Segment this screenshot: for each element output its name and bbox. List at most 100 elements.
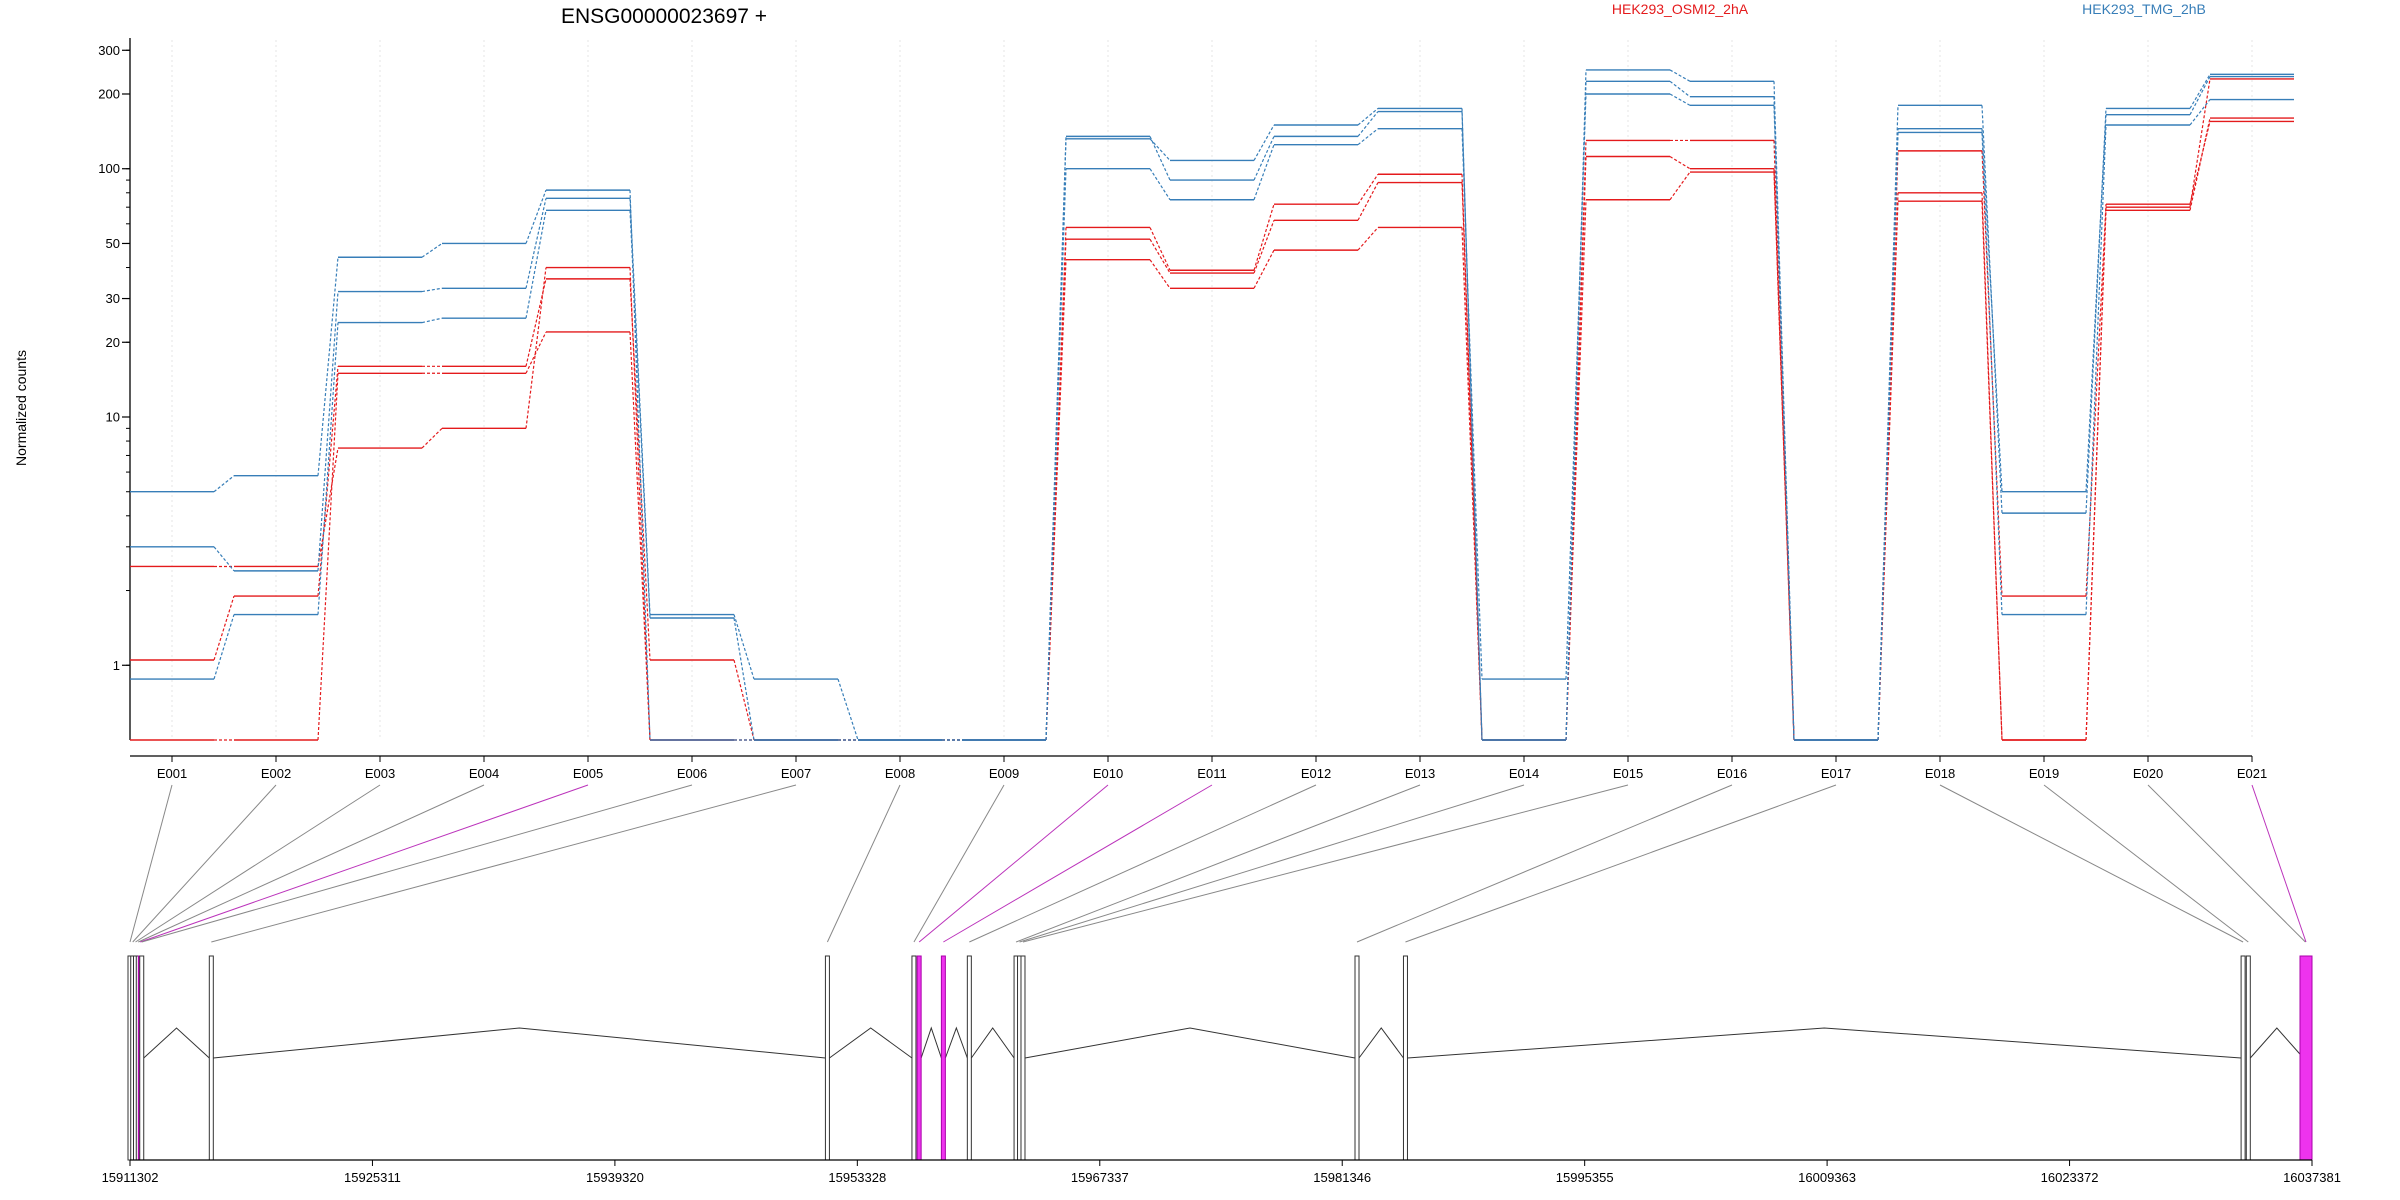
- series-connector: [1981, 132, 2003, 615]
- genomic-tick-label: 16023372: [2041, 1170, 2099, 1185]
- intron-line: [829, 1027, 913, 1059]
- series-connector: [1253, 136, 1275, 181]
- genomic-tick-label: 16037381: [2283, 1170, 2341, 1185]
- exon-box: [2245, 955, 2251, 1161]
- exon-connector: [1015, 784, 1421, 943]
- y-tick-label: 300: [98, 43, 120, 58]
- exon-box: [2240, 955, 2246, 1161]
- x-tick-label: E014: [1509, 766, 1539, 781]
- y-tick-label: 10: [106, 409, 120, 424]
- x-tick-label: E020: [2133, 766, 2163, 781]
- exon-connector: [211, 784, 797, 943]
- legend-series-osmi2: HEK293_OSMI2_2hA: [1612, 1, 1749, 17]
- series-lines: [130, 69, 2294, 741]
- exon-connector: [1405, 784, 1837, 943]
- series-connector: [1357, 173, 1379, 205]
- series-connector: [2085, 114, 2107, 492]
- genomic-tick-label: 15981346: [1313, 1170, 1371, 1185]
- intron-line: [1024, 1027, 1356, 1059]
- series-connector: [2189, 78, 2211, 208]
- series-connector: [421, 287, 443, 293]
- series-connector: [1461, 108, 1483, 741]
- exon-connector: [913, 784, 1005, 943]
- x-tick-label: E021: [2237, 766, 2267, 781]
- x-tick-label: E001: [157, 766, 187, 781]
- exon-connector: [943, 784, 1213, 943]
- series-connector: [837, 678, 859, 741]
- series-connector: [317, 373, 339, 741]
- exon-connector: [918, 784, 1109, 943]
- exon-box: [911, 955, 917, 1161]
- exon-connector: [826, 784, 901, 943]
- y-tick-label: 200: [98, 86, 120, 101]
- series-connector: [421, 242, 443, 258]
- intron-line: [1407, 1027, 2242, 1059]
- series-connector: [525, 198, 547, 289]
- intron-line: [970, 1027, 1015, 1059]
- intron-line: [920, 1026, 942, 1059]
- grid: [171, 40, 2253, 740]
- y-axis-label: Normalized counts: [13, 350, 29, 466]
- series-connector: [1149, 259, 1171, 289]
- series-connector: [213, 614, 235, 680]
- exon-connector: [1356, 784, 1733, 943]
- series-connector: [421, 317, 443, 324]
- series-connector: [1877, 105, 1899, 741]
- exon-connector: [2147, 784, 2306, 943]
- exon-connector: [1939, 784, 2244, 943]
- series-connector: [317, 291, 339, 571]
- exon-box: [1354, 955, 1360, 1161]
- exon-box: [2299, 955, 2313, 1161]
- x-axis: E001 E002 E003 E004 E005 E006 E007 E008 E009 E010…: [130, 755, 2267, 781]
- exon-connector: [1019, 784, 1525, 943]
- gene-model: [127, 955, 2313, 1161]
- series-connector: [317, 257, 339, 476]
- y-tick-label: 30: [106, 291, 120, 306]
- series-connector: [629, 331, 651, 741]
- series-connector: [1357, 107, 1379, 126]
- genomic-axis: 15911302 15925311 15939320 15953328 15967337…: [102, 1159, 2341, 1185]
- x-tick-label: E015: [1613, 766, 1643, 781]
- intron-line: [2249, 1027, 2304, 1059]
- exon-connector: [129, 784, 173, 943]
- exon-connector: [2043, 784, 2249, 943]
- exon-box: [1020, 955, 1026, 1161]
- exon-connector: [135, 784, 381, 943]
- intron-line: [944, 1026, 968, 1059]
- series-connector: [317, 322, 339, 615]
- series-connector: [213, 546, 235, 572]
- series-connector: [629, 267, 651, 741]
- exon-connector: [1022, 784, 1629, 943]
- series-connector: [2085, 204, 2107, 597]
- y-tick-label: 100: [98, 161, 120, 176]
- series-connector: [1253, 144, 1275, 200]
- series-connector: [1149, 238, 1171, 274]
- exon-box: [208, 955, 214, 1161]
- series-connector: [1565, 69, 1587, 741]
- series-connector: [317, 366, 339, 597]
- exon-box: [139, 955, 145, 1161]
- exon-connectors: [129, 784, 2307, 943]
- series-connector: [2085, 207, 2107, 741]
- x-tick-label: E009: [989, 766, 1019, 781]
- genomic-tick-label: 15925311: [344, 1170, 401, 1185]
- series-connector: [1149, 136, 1171, 181]
- series-connector: [1669, 69, 1691, 82]
- series-connector: [1253, 124, 1275, 161]
- genomic-tick-label: 15967337: [1071, 1170, 1129, 1185]
- series-connector: [733, 659, 755, 741]
- exon-connector: [138, 784, 485, 943]
- genomic-tick-label: 15995355: [1556, 1170, 1614, 1185]
- exon-connector: [132, 784, 277, 943]
- series-connector: [1669, 93, 1691, 106]
- x-tick-label: E005: [573, 766, 603, 781]
- series-connector: [1669, 171, 1691, 201]
- series-connector: [525, 189, 547, 244]
- series-connector: [733, 614, 755, 680]
- intron-line: [143, 1027, 210, 1059]
- exon-connector: [969, 784, 1317, 943]
- genomic-tick-label: 15939320: [586, 1170, 644, 1185]
- series-connector: [2189, 74, 2211, 109]
- series-connector: [1357, 128, 1379, 146]
